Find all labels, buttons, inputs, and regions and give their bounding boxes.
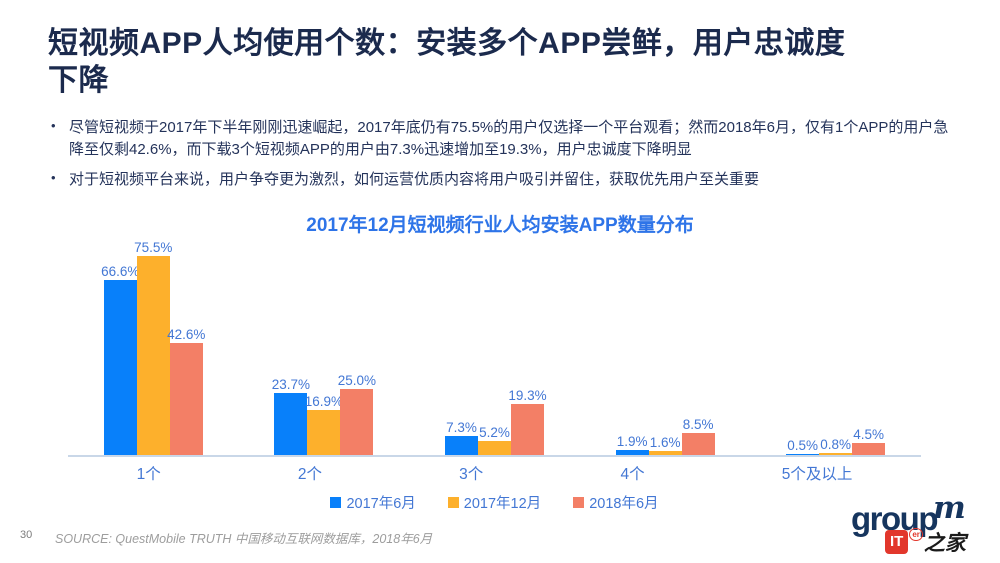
chart-legend: 2017年6月 2017年12月 2018年6月 — [68, 492, 921, 513]
category-label: 1个 — [136, 466, 161, 483]
bar-wrap: 75.5% — [134, 240, 172, 455]
bar-value-label: 1.9% — [616, 434, 648, 449]
bar — [136, 256, 170, 455]
category-axis: 1个 2个 3个 4个 5个及以上 — [68, 462, 921, 484]
bullet-icon: • — [51, 170, 56, 186]
bar-value-label: 16.9% — [304, 394, 344, 410]
bar-value-label: 8.5% — [682, 416, 714, 432]
bar-wrap: 5.2% — [477, 425, 511, 455]
bar-value-label: 5.2% — [479, 425, 510, 441]
chart-title: 2017年12月短视频行业人均安装APP数量分布 — [306, 215, 694, 236]
bar-value-label: 7.3% — [446, 419, 477, 435]
legend-item: 2018年6月 — [573, 492, 659, 513]
bar-value-label: 4.5% — [853, 427, 885, 443]
bar-group: 66.6% 75.5% 42.6% — [101, 240, 205, 455]
bar-wrap: 42.6% — [167, 327, 205, 455]
source-text: SOURCE: QuestMobile TRUTH 中国移动互联网数据库，201… — [55, 532, 433, 546]
bar — [477, 441, 511, 455]
ithome-watermark: IT er 之家 — [885, 527, 966, 557]
bullet-list: • 尽管短视频于2017年下半年刚刚迅速崛起，2017年底仍有75.5%的用户仅选… — [48, 117, 960, 200]
bar-wrap: 1.9% — [615, 434, 649, 455]
bar — [307, 410, 341, 455]
legend-label: 2017年6月 — [346, 496, 416, 512]
bar — [103, 279, 137, 455]
category-label: 4个 — [620, 466, 645, 483]
page-number: 30 — [20, 529, 33, 541]
bullet-item: • 尽管短视频于2017年下半年刚刚迅速崛起，2017年底仍有75.5%的用户仅选… — [48, 117, 960, 160]
bar-value-label: 25.0% — [337, 373, 377, 389]
bar-value-label: 0.5% — [787, 437, 819, 453]
legend-item: 2017年12月 — [447, 492, 542, 513]
bar — [169, 342, 203, 455]
bar-group: 7.3% 5.2% 19.3% — [444, 388, 547, 455]
bar — [852, 443, 886, 455]
bar — [274, 392, 308, 455]
bar — [510, 404, 544, 455]
bar-group: 1.9% 1.6% 8.5% — [615, 417, 715, 455]
bar-wrap: 19.3% — [508, 388, 547, 455]
ithome-home-text: 之家 — [923, 530, 966, 555]
bar-wrap: 1.6% — [648, 435, 682, 455]
bar-wrap: 0.8% — [819, 437, 853, 455]
bar-wrap: 8.5% — [681, 417, 715, 455]
bar-value-label: 66.6% — [101, 263, 140, 279]
legend-swatch-icon — [447, 497, 459, 508]
legend-swatch-icon — [330, 497, 342, 508]
bar — [648, 450, 682, 455]
legend-label: 2018年6月 — [589, 496, 659, 512]
bar-wrap: 25.0% — [338, 373, 376, 455]
bar-wrap: 4.5% — [852, 427, 886, 455]
bar — [340, 389, 374, 455]
bar-wrap: 66.6% — [101, 264, 139, 455]
bar-wrap: 7.3% — [444, 420, 478, 455]
plot-area: 66.6% 75.5% 42.6% 23.7% 16.9% 25.0% 7.3% 5.2% 19… — [68, 238, 921, 455]
bar-group: 23.7% 16.9% 25.0% — [272, 373, 376, 455]
bar-wrap: 23.7% — [272, 377, 310, 455]
bar — [444, 435, 478, 455]
x-axis-line — [68, 455, 921, 457]
bar — [819, 452, 853, 455]
category-label: 5个及以上 — [781, 466, 853, 483]
bar-value-label: 23.7% — [271, 376, 311, 392]
ithome-it-badge: IT — [885, 530, 909, 554]
groupm-logo-m: m — [933, 490, 966, 526]
bar-wrap: 16.9% — [305, 394, 343, 455]
bullet-text: 尽管短视频于2017年下半年刚刚迅速崛起，2017年底仍有75.5%的用户仅选择… — [69, 119, 949, 158]
bar-chart: 66.6% 75.5% 42.6% 23.7% 16.9% 25.0% 7.3% 5.2% 19… — [68, 238, 921, 513]
category-label: 2个 — [297, 466, 322, 483]
page-title-line2: 下降 — [48, 63, 109, 97]
bar-wrap: 0.5% — [786, 438, 820, 455]
bar-group: 0.5% 0.8% 4.5% — [786, 427, 886, 455]
bar — [786, 453, 820, 455]
legend-swatch-icon — [573, 497, 585, 508]
bar — [615, 450, 649, 455]
legend-label: 2017年12月 — [463, 496, 542, 512]
page-title-line1: 短视频APP人均使用个数：安装多个APP尝鲜，用户忠诚度 — [48, 27, 846, 60]
bar-value-label: 19.3% — [508, 388, 547, 404]
bar-value-label: 1.6% — [649, 434, 681, 450]
bullet-icon: • — [51, 118, 56, 133]
bar — [681, 432, 715, 455]
bullet-item: • 对于短视频平台来说，用户争夺更为激烈，如何运营优质内容将用户吸引并留住，获取优… — [48, 169, 960, 191]
page-title: 短视频APP人均使用个数：安装多个APP尝鲜，用户忠诚度 下降 — [48, 26, 953, 99]
bar-value-label: 75.5% — [134, 240, 173, 256]
legend-item: 2017年6月 — [330, 492, 416, 513]
ithome-er-badge: er — [909, 527, 923, 541]
bar-value-label: 42.6% — [167, 326, 206, 342]
bar-value-label: 0.8% — [820, 436, 852, 452]
bullet-text: 对于短视频平台来说，用户争夺更为激烈，如何运营优质内容将用户吸引并留住，获取优先… — [69, 171, 760, 189]
category-label: 3个 — [459, 466, 484, 483]
groupm-logo: group m IT er 之家 — [845, 490, 995, 558]
